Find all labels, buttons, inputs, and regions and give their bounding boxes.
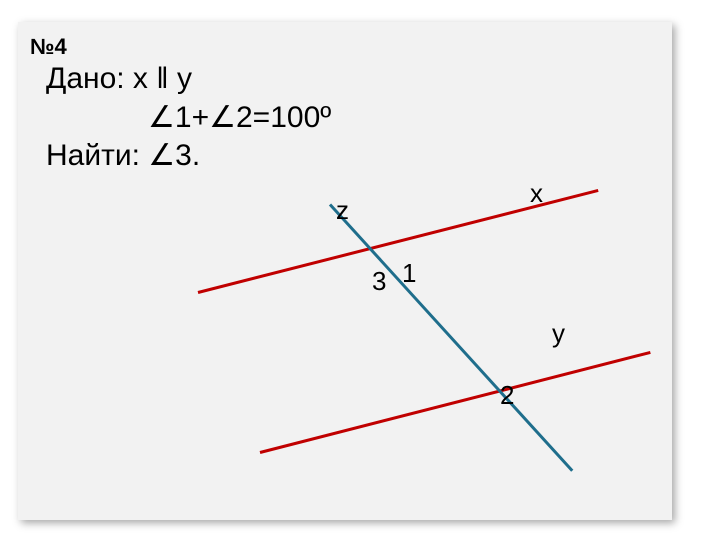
given-line-1: Дано: x ǁ y [46,62,192,96]
diagram-card [18,22,672,520]
problem-number: №4 [30,34,67,60]
label-z: z [336,195,349,226]
find-line: Найти: ∠3. [46,138,200,173]
angle-label-2: 2 [500,380,514,411]
angle-label-1: 1 [402,258,416,289]
angle-label-3: 3 [372,266,386,297]
given-line-2: ∠1+∠2=100º [148,100,331,135]
label-x: x [530,178,543,209]
label-y: y [552,318,565,349]
